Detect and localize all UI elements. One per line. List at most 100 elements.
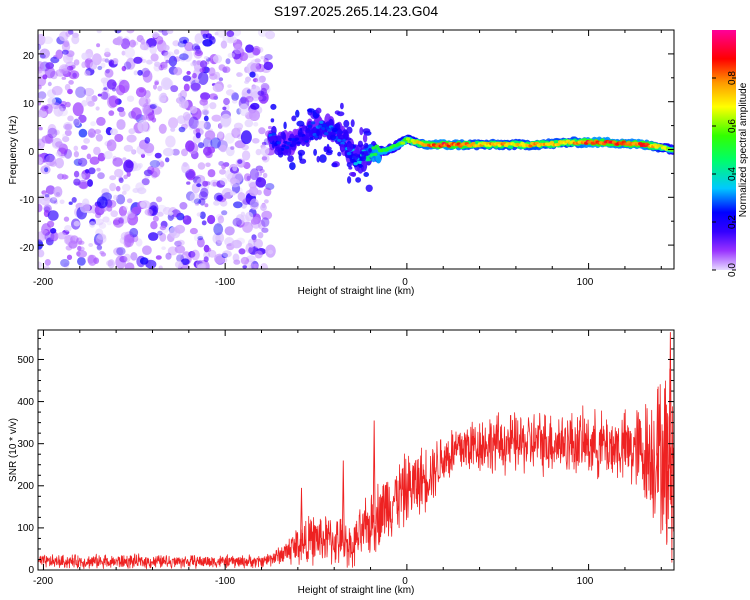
noise-speckle: [88, 132, 94, 137]
noise-speckle: [96, 116, 106, 126]
noise-speckle: [123, 61, 132, 70]
noise-speckle: [131, 149, 136, 154]
noise-speckle: [217, 215, 225, 224]
noise-speckle: [158, 93, 167, 103]
noise-speckle: [247, 238, 256, 248]
noise-speckle: [194, 202, 200, 206]
noise-speckle: [114, 133, 124, 143]
noise-speckle: [106, 220, 112, 226]
bottom-xtick-label-3: 100: [577, 576, 594, 587]
noise-speckle: [249, 168, 259, 181]
noise-speckle: [139, 200, 151, 209]
noise-speckle: [196, 60, 201, 66]
noise-speckle: [150, 53, 159, 62]
noise-speckle: [230, 191, 236, 196]
noise-speckle: [174, 240, 182, 247]
noise-speckle: [153, 63, 162, 72]
noise-speckle: [97, 172, 105, 180]
noise-speckle: [235, 214, 245, 226]
noise-speckle: [142, 114, 148, 121]
noise-speckle: [261, 227, 269, 233]
noise-speckle: [135, 238, 143, 247]
top-xaxis-label: Height of straight line (km): [298, 286, 415, 297]
noise-speckle: [250, 216, 262, 229]
noise-speckle: [103, 87, 108, 91]
colorbar-label: Normalized spectral amplitude: [738, 82, 749, 217]
noise-speckle: [207, 214, 216, 225]
noise-speckle: [199, 98, 208, 106]
signal-scatter-blob: [315, 107, 322, 114]
noise-speckle: [106, 205, 113, 212]
noise-speckle: [97, 233, 107, 240]
noise-speckle: [73, 118, 80, 126]
signal-ridge-blob: [400, 141, 406, 145]
noise-speckle: [165, 59, 170, 64]
noise-speckle: [73, 151, 79, 158]
noise-speckle: [201, 220, 207, 226]
noise-speckle: [181, 162, 190, 174]
bottom-ytick-label-2: 200: [17, 481, 34, 492]
signal-scatter-blob: [347, 155, 353, 159]
signal-ridge-blob: [405, 137, 411, 141]
snr-spike: [656, 388, 660, 467]
noise-speckle: [126, 198, 133, 204]
noise-speckle: [38, 61, 44, 72]
noise-speckle: [244, 119, 254, 128]
snr-frame: [37, 329, 675, 571]
noise-speckle: [38, 126, 43, 131]
noise-speckle: [75, 86, 86, 98]
signal-scatter-blob: [329, 134, 337, 141]
noise-speckle: [180, 258, 190, 266]
noise-speckle: [115, 36, 123, 46]
signal-ridge-blob: [296, 141, 301, 145]
noise-speckle: [254, 58, 261, 63]
noise-speckle: [221, 188, 233, 199]
noise-speckle: [44, 194, 50, 198]
spectrogram-panel: -200 -100 0 100 -20 -10 0 10 20 Height o…: [8, 29, 675, 297]
noise-speckle: [245, 96, 254, 103]
noise-speckle: [93, 238, 104, 246]
noise-speckle: [219, 144, 227, 153]
noise-speckle: [202, 180, 209, 187]
signal-scatter-blob: [296, 120, 305, 127]
noise-speckle: [179, 90, 187, 99]
noise-speckle: [189, 106, 198, 114]
noise-speckle: [47, 81, 52, 87]
bottom-xaxis-label: Height of straight line (km): [298, 585, 415, 596]
bottom-ytick-label-0: 0: [28, 565, 34, 576]
noise-speckle: [157, 85, 163, 92]
noise-speckle: [126, 134, 137, 143]
noise-speckle: [202, 33, 208, 39]
noise-speckle: [253, 263, 259, 269]
noise-speckle: [245, 243, 254, 254]
noise-speckle: [197, 142, 205, 149]
noise-speckle: [97, 152, 106, 162]
signal-ridge-blob: [307, 124, 312, 128]
noise-speckle: [208, 93, 218, 100]
noise-speckle: [216, 213, 224, 221]
noise-speckle: [65, 101, 71, 108]
colorbar-tick-label-1: 0.2: [727, 215, 738, 229]
noise-speckle: [250, 85, 262, 99]
noise-speckle: [227, 84, 232, 88]
noise-speckle: [265, 30, 276, 40]
noise-speckle: [255, 78, 263, 84]
noise-speckle: [179, 202, 188, 210]
noise-speckle: [186, 181, 191, 185]
noise-speckle: [190, 82, 202, 91]
snr-spike: [668, 332, 672, 474]
noise-speckle: [233, 259, 241, 265]
signal-scatter-blob: [357, 140, 363, 148]
noise-speckle: [257, 95, 263, 101]
noise-speckle: [205, 247, 212, 252]
noise-speckle: [250, 62, 260, 73]
noise-speckle: [67, 115, 74, 122]
noise-speckle: [229, 36, 238, 44]
noise-speckle: [41, 229, 49, 240]
noise-speckle: [242, 221, 253, 233]
snr-spike: [300, 487, 303, 547]
noise-speckle: [249, 109, 260, 122]
noise-speckle: [112, 157, 123, 167]
bottom-xtick-label-1: -100: [215, 576, 235, 587]
noise-speckle: [261, 217, 270, 228]
